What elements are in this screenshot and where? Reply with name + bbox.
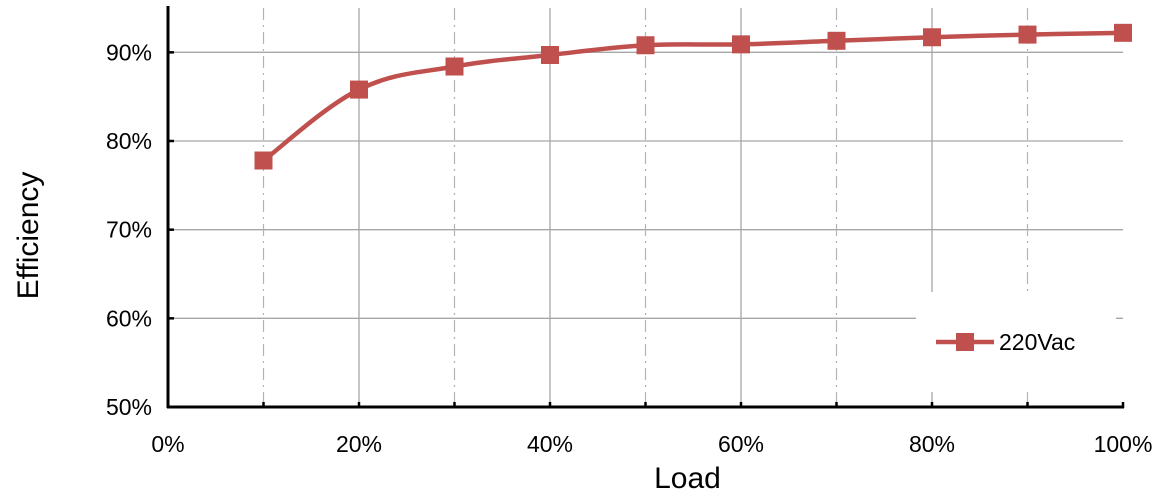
labels-layer: 50% 60% 70% 80% 90% 0% 20% 40% 60% 80% 100% Load Eff… (12, 39, 1152, 495)
axes-layer (166, 6, 1125, 409)
y-tick-label: 50% (106, 394, 152, 420)
x-tick-label: 20% (336, 431, 382, 457)
data-point-marker (541, 45, 559, 64)
y-tick-label: 70% (106, 217, 152, 243)
y-tick-label: 90% (106, 39, 152, 65)
x-axis-title: Load (654, 462, 721, 495)
x-tick-label: 40% (527, 431, 573, 457)
data-point-marker (254, 151, 273, 170)
data-point-marker (445, 57, 464, 76)
x-tick-label: 100% (1094, 431, 1153, 457)
grid-layer (168, 8, 1123, 407)
data-point-marker (923, 28, 941, 47)
y-tick-label: 80% (106, 128, 152, 154)
series-line-0 (262, 30, 1124, 163)
data-point-marker (1018, 25, 1037, 44)
legend: 220Vac (916, 292, 1116, 392)
data-point-marker (1114, 23, 1132, 42)
data-point-marker (732, 35, 750, 54)
data-point-marker (350, 80, 368, 99)
series-layer (254, 23, 1132, 170)
legend-marker-swatch (956, 333, 974, 351)
x-tick-label: 80% (909, 431, 955, 457)
x-tick-label: 60% (718, 431, 764, 457)
y-axis-title: Efficiency (12, 172, 45, 300)
x-tick-label: 0% (151, 431, 184, 457)
legend-entry-label: 220Vac (999, 329, 1075, 355)
data-point-marker (636, 36, 655, 55)
y-tick-label: 60% (106, 305, 152, 331)
data-point-marker (827, 31, 846, 50)
